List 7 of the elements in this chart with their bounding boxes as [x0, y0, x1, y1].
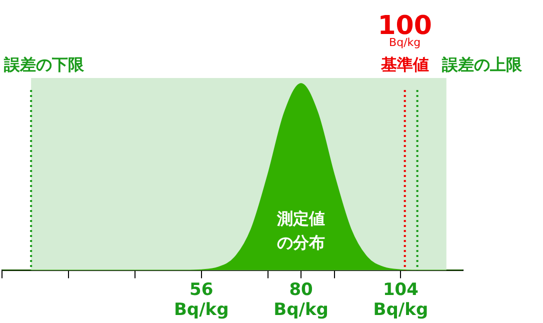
ref-line-label: 誤差の下限	[3, 55, 85, 74]
annotation: 測定値の分布	[276, 209, 326, 252]
x-tick-label: 104 Bq/kg	[373, 280, 428, 320]
ref-line-label: 誤差の上限	[440, 55, 523, 74]
x-tick-label: 80 Bq/kg	[274, 280, 328, 320]
x-tick-label: 56 Bq/kg	[174, 280, 229, 320]
ref-line-label: 100 Bq/kg 基準値	[378, 11, 432, 74]
